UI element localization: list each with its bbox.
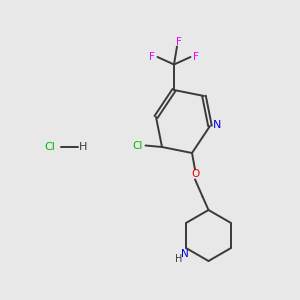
Text: O: O — [191, 169, 199, 179]
Text: N: N — [212, 119, 221, 130]
Text: F: F — [149, 52, 155, 62]
Text: H: H — [175, 254, 182, 264]
Text: N: N — [181, 249, 189, 259]
Text: H: H — [79, 142, 88, 152]
Text: Cl: Cl — [133, 140, 143, 151]
Text: F: F — [176, 37, 182, 47]
Text: Cl: Cl — [44, 142, 55, 152]
Text: F: F — [193, 52, 199, 62]
